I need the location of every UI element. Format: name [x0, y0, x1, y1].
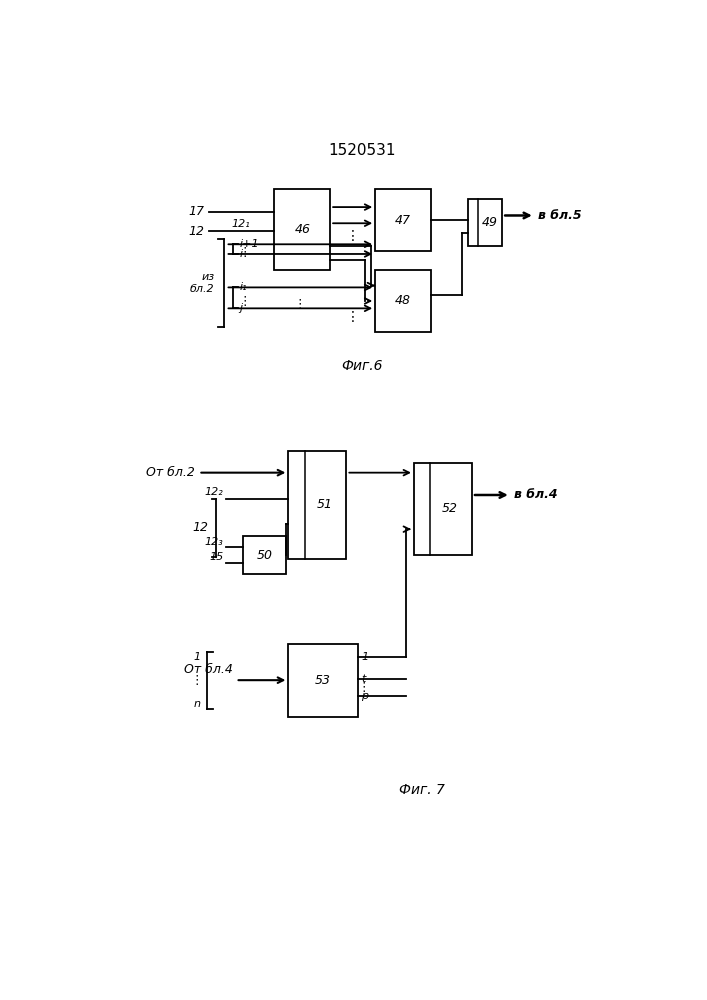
Text: i+1: i+1 — [240, 239, 259, 249]
Text: 12₁: 12₁ — [232, 219, 250, 229]
Bar — [288, 644, 358, 717]
Text: От бл.2: От бл.2 — [146, 466, 195, 479]
Text: 15: 15 — [209, 552, 223, 562]
Text: ⋮: ⋮ — [191, 674, 203, 687]
Text: ⋮: ⋮ — [238, 246, 250, 259]
Text: в бл.5: в бл.5 — [538, 209, 581, 222]
Text: Фиг. 7: Фиг. 7 — [399, 783, 445, 797]
Text: в бл.4: в бл.4 — [514, 488, 558, 501]
Text: t: t — [361, 674, 366, 684]
Text: 1520531: 1520531 — [328, 143, 396, 158]
Text: 47: 47 — [395, 214, 411, 227]
Bar — [243, 536, 286, 574]
Bar — [375, 189, 431, 251]
Text: i: i — [240, 249, 243, 259]
Text: n: n — [194, 699, 200, 709]
Text: 12₃: 12₃ — [204, 537, 223, 547]
Text: из: из — [201, 272, 215, 282]
Text: 52: 52 — [442, 502, 458, 515]
Bar — [288, 451, 346, 559]
Text: 46: 46 — [294, 223, 310, 236]
Text: 49: 49 — [481, 216, 497, 229]
Text: 12₂: 12₂ — [204, 487, 223, 497]
Text: 53: 53 — [315, 674, 331, 687]
Text: i₁: i₁ — [240, 282, 247, 292]
Text: 12: 12 — [189, 225, 204, 238]
Bar — [375, 270, 431, 332]
Text: 17: 17 — [189, 205, 204, 218]
Text: ⋮: ⋮ — [346, 310, 360, 324]
Text: ⋮: ⋮ — [357, 681, 370, 694]
Text: бл.2: бл.2 — [190, 284, 215, 294]
Bar — [468, 199, 502, 246]
Text: 12: 12 — [192, 521, 209, 534]
Text: j: j — [240, 303, 243, 313]
Text: 1: 1 — [193, 652, 201, 662]
Text: p: p — [361, 691, 368, 701]
Text: От бл.4: От бл.4 — [184, 663, 233, 676]
Bar — [414, 463, 472, 555]
Text: ⋮: ⋮ — [293, 298, 306, 311]
Text: Фиг.6: Фиг.6 — [341, 359, 382, 373]
Text: 1: 1 — [361, 652, 368, 662]
Text: ⋮: ⋮ — [346, 229, 360, 243]
Bar — [274, 189, 330, 270]
Text: 51: 51 — [316, 498, 332, 512]
Text: ⋮: ⋮ — [238, 295, 250, 308]
Text: 48: 48 — [395, 294, 411, 307]
Text: 50: 50 — [257, 549, 273, 562]
